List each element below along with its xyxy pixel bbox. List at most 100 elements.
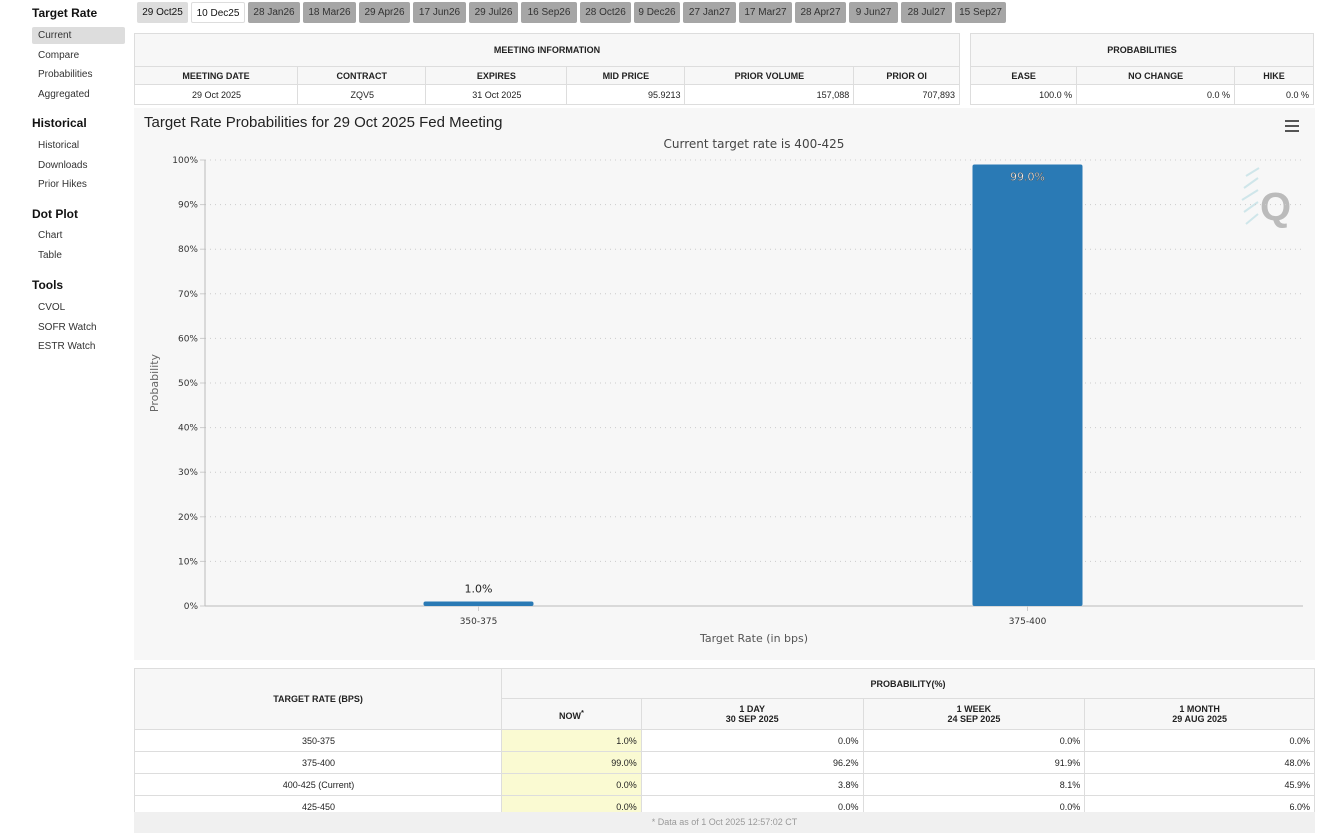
probability-col-header: 1 DAY 30 SEP 2025 — [640, 698, 864, 730]
meeting-info-table: MEETING INFORMATION MEETING DATE CONTRACT… — [134, 33, 960, 105]
col-header-period: 1 DAY — [739, 704, 765, 714]
sidebar-item-historical[interactable]: Historical — [38, 140, 80, 151]
sidebar-item-table[interactable]: Table — [38, 250, 62, 261]
meeting-info-col-header: MEETING DATE — [134, 66, 298, 85]
col-header-period: 1 MONTH — [1179, 704, 1220, 714]
probability-cell: 45.9% — [1084, 773, 1315, 796]
sidebar-heading: Target Rate — [32, 6, 98, 20]
tab-meeting[interactable]: 28 Oct26 — [580, 2, 631, 23]
footnote-marker: * — [580, 707, 584, 717]
meeting-info-col-header: PRIOR OI — [853, 66, 960, 85]
meeting-info-value: 95.9213 — [566, 84, 686, 105]
table-row: 400-425 (Current) 0.0% 3.8% 8.1% 45.9% — [133, 773, 1315, 796]
data-timestamp-footnote: * Data as of 1 Oct 2025 12:57:02 CT — [134, 812, 1315, 833]
meeting-info-value: 157,088 — [684, 84, 855, 105]
tab-meeting[interactable]: 29 Oct25 — [137, 2, 188, 23]
chart-panel: Target Rate Probabilities for 29 Oct 202… — [134, 108, 1315, 660]
probability-cell: 99.0% — [501, 751, 642, 774]
bar-data-label: 99.0% — [1010, 170, 1045, 183]
sidebar-item-cvol[interactable]: CVOL — [38, 302, 66, 313]
col-header-date: 24 SEP 2025 — [947, 714, 1001, 724]
col-header-period: NOW — [558, 710, 581, 721]
svg-text:Q: Q — [1260, 185, 1291, 229]
probability-cell: 0.0% — [501, 773, 642, 796]
col-header-date: 29 AUG 2025 — [1172, 714, 1227, 724]
tab-meeting[interactable]: 17 Mar27 — [739, 2, 792, 23]
tab-meeting[interactable]: 9 Jun27 — [849, 2, 898, 23]
sidebar-item-estr-watch[interactable]: ESTR Watch — [38, 341, 96, 352]
bar-375-400[interactable] — [972, 164, 1083, 606]
probability-col-header: NOW* — [501, 698, 642, 730]
tab-meeting[interactable]: 17 Jun26 — [413, 2, 466, 23]
y-tick-label: 70% — [178, 290, 198, 300]
meeting-info-col-header: PRIOR VOLUME — [684, 66, 855, 85]
sidebar-item-prior-hikes[interactable]: Prior Hikes — [38, 179, 87, 190]
table-row: 350-375 1.0% 0.0% 0.0% 0.0% — [133, 729, 1315, 752]
meeting-info-value: 31 Oct 2025 — [425, 84, 568, 105]
probability-col-header: EASE — [969, 66, 1078, 85]
bar-350-375[interactable] — [423, 601, 534, 606]
target-rate-cell: 350-375 — [133, 729, 503, 752]
y-tick-label: 60% — [178, 334, 198, 344]
probability-value: 0.0 % — [1234, 84, 1314, 105]
bar-data-label: 1.0% — [465, 583, 493, 596]
tab-meeting[interactable]: 10 Dec25 — [191, 2, 245, 23]
y-tick-label: 20% — [178, 513, 198, 523]
chart-title: Target Rate Probabilities for 29 Oct 202… — [144, 114, 503, 131]
tab-meeting[interactable]: 15 Sep27 — [955, 2, 1006, 23]
probability-col-header: NO CHANGE — [1076, 66, 1236, 85]
y-tick-label: 50% — [178, 379, 198, 389]
x-tick-label: 350-375 — [460, 617, 498, 627]
tab-meeting[interactable]: 16 Sep26 — [521, 2, 577, 23]
tab-meeting[interactable]: 29 Apr26 — [359, 2, 410, 23]
probability-cell: 0.0% — [1084, 729, 1315, 752]
probability-cell: 96.2% — [640, 751, 864, 774]
chart-subtitle: Current target rate is 400-425 — [663, 137, 845, 151]
meeting-info-value: ZQV5 — [296, 84, 427, 105]
tab-meeting[interactable]: 27 Jan27 — [683, 2, 736, 23]
sidebar-heading: Tools — [32, 278, 64, 292]
col-header-date: 30 SEP 2025 — [725, 714, 779, 724]
probabilities-table: PROBABILITIES EASE NO CHANGE HIKE 100.0 % 0… — [969, 33, 1314, 105]
probability-cell: 3.8% — [640, 773, 864, 796]
watermark-logo-icon: Q — [1241, 167, 1291, 229]
y-tick-label: 10% — [178, 557, 198, 567]
probability-cell: 1.0% — [501, 729, 642, 752]
probability-col-header: HIKE — [1234, 66, 1314, 85]
meeting-info-col-header: CONTRACT — [296, 66, 427, 85]
x-tick-label: 375-400 — [1009, 617, 1047, 627]
x-axis-label: Target Rate (in bps) — [699, 632, 808, 645]
sidebar-item-chart[interactable]: Chart — [38, 230, 63, 241]
tab-meeting[interactable]: 28 Apr27 — [795, 2, 846, 23]
meeting-info-col-header: EXPIRES — [425, 66, 568, 85]
meeting-info-col-header: MID PRICE — [566, 66, 686, 85]
tab-meeting[interactable]: 28 Jul27 — [901, 2, 952, 23]
probability-group-header: PROBABILITY(%) — [501, 668, 1315, 699]
y-tick-label: 0% — [184, 602, 199, 612]
sidebar-heading: Historical — [32, 116, 87, 130]
y-tick-label: 80% — [178, 245, 198, 255]
target-rate-cell: 400-425 (Current) — [133, 773, 503, 796]
sidebar-item-compare[interactable]: Compare — [38, 49, 80, 61]
col-header-period: 1 WEEK — [956, 704, 992, 714]
sidebar-item-sofr-watch[interactable]: SOFR Watch — [38, 321, 97, 333]
target-rate-cell: 375-400 — [133, 751, 503, 774]
tab-meeting[interactable]: 18 Mar26 — [303, 2, 356, 23]
sidebar-item-aggregated[interactable]: Aggregated — [38, 88, 90, 100]
probability-value: 0.0 % — [1076, 84, 1236, 105]
probability-value: 100.0 % — [969, 84, 1078, 105]
tab-meeting[interactable]: 9 Dec26 — [634, 2, 680, 23]
sidebar-item-current[interactable]: Current — [32, 27, 125, 44]
tab-meeting[interactable]: 29 Jul26 — [469, 2, 518, 23]
table-row: 375-400 99.0% 96.2% 91.9% 48.0% — [133, 751, 1315, 774]
probabilities-title: PROBABILITIES — [970, 33, 1314, 67]
sidebar-item-probabilities[interactable]: Probabilities — [38, 69, 93, 80]
meeting-info-value: 707,893 — [853, 84, 960, 105]
y-tick-label: 30% — [178, 468, 198, 478]
chart-menu-icon[interactable] — [1285, 120, 1299, 132]
tab-meeting[interactable]: 28 Jan26 — [248, 2, 300, 23]
probability-cell: 0.0% — [862, 729, 1086, 752]
meeting-info-value: 29 Oct 2025 — [134, 84, 298, 105]
y-tick-label: 90% — [178, 201, 198, 211]
sidebar-item-downloads[interactable]: Downloads — [38, 159, 88, 171]
